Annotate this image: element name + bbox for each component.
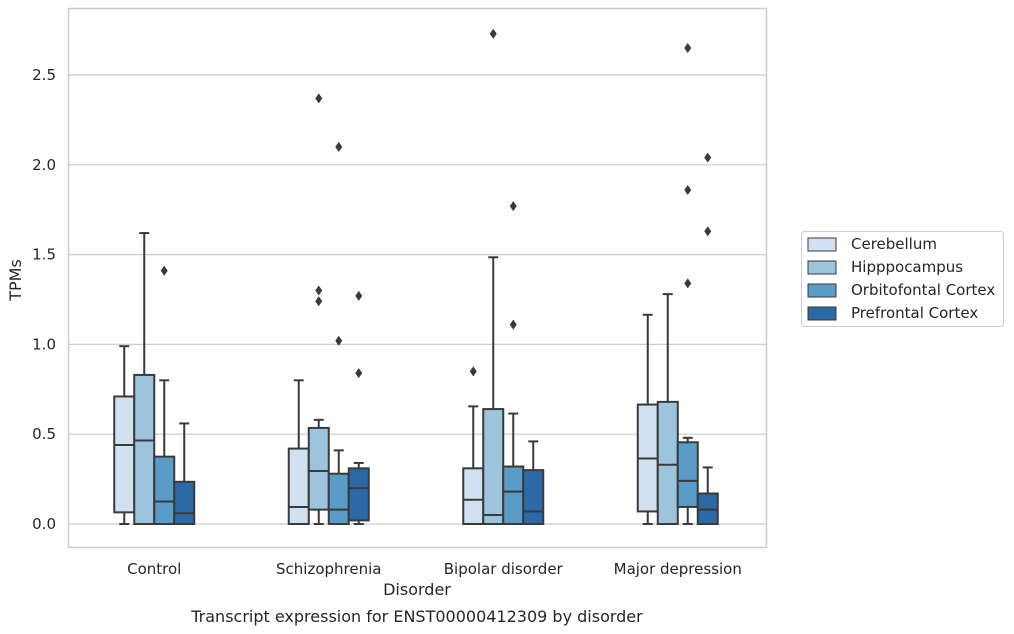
box-body [482, 408, 505, 525]
box-0-1 [133, 232, 156, 525]
outlier-point [509, 201, 517, 212]
box-body [173, 480, 196, 526]
box-0-3 [173, 422, 196, 526]
box-2-2 [502, 201, 525, 526]
x-tick-label: Major depression [614, 560, 742, 578]
box-body [656, 400, 679, 526]
legend-item: Hipppocampus [807, 258, 963, 276]
legend-label: Hipppocampus [851, 258, 963, 276]
box-0-0 [113, 345, 136, 525]
legend-swatch [807, 283, 837, 298]
legend: Cerebellum Hipppocampus Orbitofontal Corte… [801, 231, 1004, 327]
outlier-point [684, 43, 692, 54]
x-tick-label: Bipolar disorder [444, 560, 564, 578]
box-body [153, 455, 176, 525]
legend-swatch [807, 260, 837, 275]
outlier-point [509, 319, 517, 330]
box-body [502, 465, 525, 526]
outlier-point [684, 184, 692, 195]
outlier-point [315, 296, 323, 307]
box-body [327, 472, 350, 526]
legend-swatch [807, 306, 837, 321]
x-axis-title: Disorder [383, 580, 451, 599]
outlier-point [315, 93, 323, 104]
legend-label: Prefrontal Cortex [851, 304, 978, 322]
y-tick-label: 0.0 [32, 515, 56, 533]
outlier-point [704, 226, 712, 237]
box-0-2 [153, 265, 176, 525]
legend-item: Prefrontal Cortex [807, 304, 978, 322]
y-axis-ticks: 0.0 0.5 1.0 1.5 2.0 2.5 [32, 66, 56, 533]
box-body [287, 447, 310, 525]
plot-frame [67, 7, 768, 549]
outlier-point [469, 366, 477, 377]
outlier-point [335, 141, 343, 152]
outlier-point [704, 152, 712, 163]
box-body [347, 467, 370, 522]
box-3-1 [656, 293, 679, 526]
box-body [133, 373, 156, 525]
outlier-point [355, 290, 363, 301]
box-2-0 [462, 366, 485, 526]
legend-item: Cerebellum [807, 235, 937, 253]
y-tick-label: 2.0 [32, 156, 56, 174]
x-axis-ticks: Control Schizophrenia Bipolar disorder Majo… [127, 560, 742, 578]
chart-caption: Transcript expression for ENST0000041230… [190, 607, 643, 626]
box-1-0 [287, 379, 310, 525]
outlier-point [335, 335, 343, 346]
legend-label: Orbitofontal Cortex [851, 281, 995, 299]
box-3-0 [636, 313, 659, 525]
box-1-2 [327, 141, 350, 526]
box-1-3 [347, 290, 370, 525]
y-tick-label: 1.5 [32, 246, 56, 264]
legend-frame [801, 231, 1004, 327]
box-2-1 [482, 28, 505, 525]
outlier-point [489, 28, 497, 39]
y-tick-label: 2.5 [32, 66, 56, 84]
box-body [113, 395, 136, 514]
y-tick-label: 1.0 [32, 335, 56, 353]
outlier-point [160, 265, 168, 276]
box-1-1 [307, 93, 330, 525]
box-3-3 [696, 152, 719, 525]
x-tick-label: Schizophrenia [276, 560, 381, 578]
outlier-point [315, 285, 323, 296]
legend-item: Orbitofontal Cortex [807, 281, 995, 299]
box-body [522, 469, 545, 525]
outlier-point [684, 278, 692, 289]
y-axis-title: TPMs [6, 259, 25, 302]
outlier-point [355, 368, 363, 379]
box-2-3 [522, 440, 545, 525]
box-body [307, 426, 330, 511]
y-tick-label: 0.5 [32, 425, 56, 443]
legend-label: Cerebellum [851, 235, 937, 253]
plot-area [113, 28, 719, 526]
box-body [676, 441, 699, 508]
x-tick-label: Control [127, 560, 181, 578]
box-body [462, 467, 485, 526]
legend-swatch [807, 237, 837, 252]
box-3-2 [676, 43, 699, 525]
